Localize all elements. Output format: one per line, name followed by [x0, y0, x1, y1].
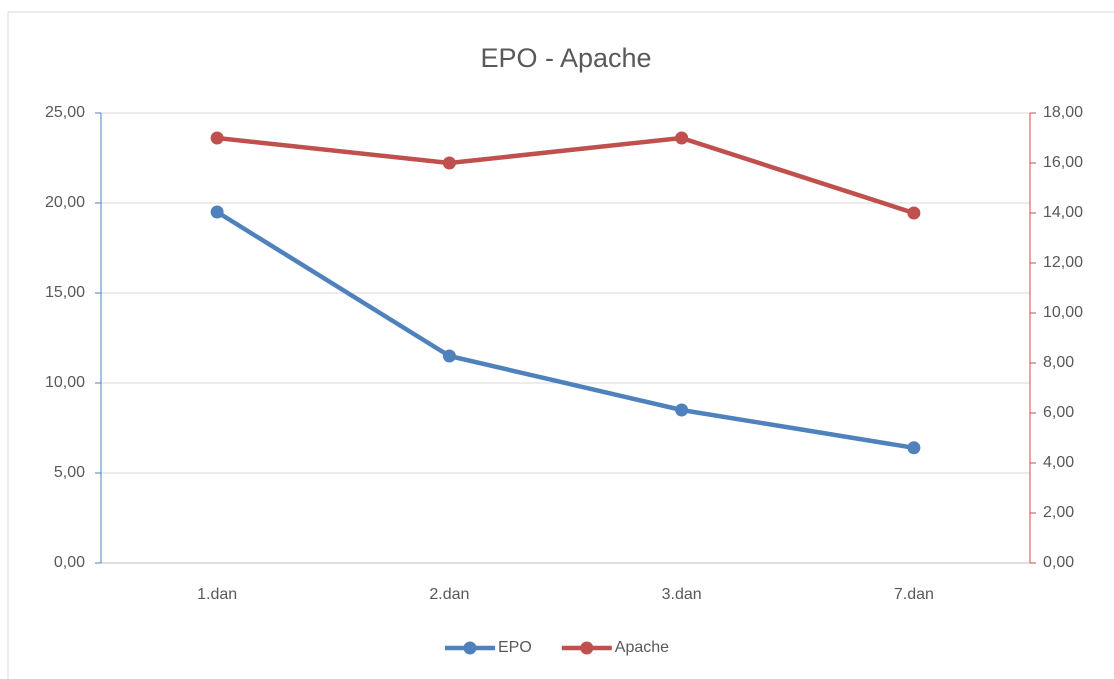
y-tick-label: 10,00 [45, 374, 85, 391]
point [210, 205, 224, 219]
point [907, 441, 921, 455]
y2-tick-label: 10,00 [1043, 304, 1083, 321]
point [442, 156, 456, 170]
point [907, 206, 921, 220]
y2-tick-label: 16,00 [1043, 154, 1083, 171]
legend-marker [580, 641, 594, 655]
legend-marker [463, 641, 477, 655]
y2-tick-label: 4,00 [1043, 454, 1074, 471]
x-tick-label: 7.dan [894, 586, 934, 603]
chart-border [7, 11, 1114, 679]
legend-label: EPO [498, 639, 532, 656]
legend-label: Apache [615, 639, 669, 656]
y2-tick-label: 14,00 [1043, 204, 1083, 221]
point [675, 131, 689, 145]
y-tick-label: 15,00 [45, 284, 85, 301]
y2-tick-label: 6,00 [1043, 404, 1074, 421]
x-tick-label: 1.dan [197, 586, 237, 603]
point [210, 131, 224, 145]
point [442, 349, 456, 363]
y-tick-label: 20,00 [45, 194, 85, 211]
y-tick-label: 0,00 [54, 554, 85, 571]
y2-tick-label: 8,00 [1043, 354, 1074, 371]
y2-tick-label: 2,00 [1043, 504, 1074, 521]
x-tick-label: 2.dan [429, 586, 469, 603]
y2-tick-label: 12,00 [1043, 254, 1083, 271]
y-tick-label: 25,00 [45, 104, 85, 121]
y-tick-label: 5,00 [54, 464, 85, 481]
y2-tick-label: 18,00 [1043, 104, 1083, 121]
point [675, 403, 689, 417]
series-line [215, 210, 915, 451]
x-tick-label: 3.dan [662, 586, 702, 603]
chart-title: EPO - Apache [480, 43, 651, 73]
series-line [216, 135, 915, 216]
y2-tick-label: 0,00 [1043, 554, 1074, 571]
